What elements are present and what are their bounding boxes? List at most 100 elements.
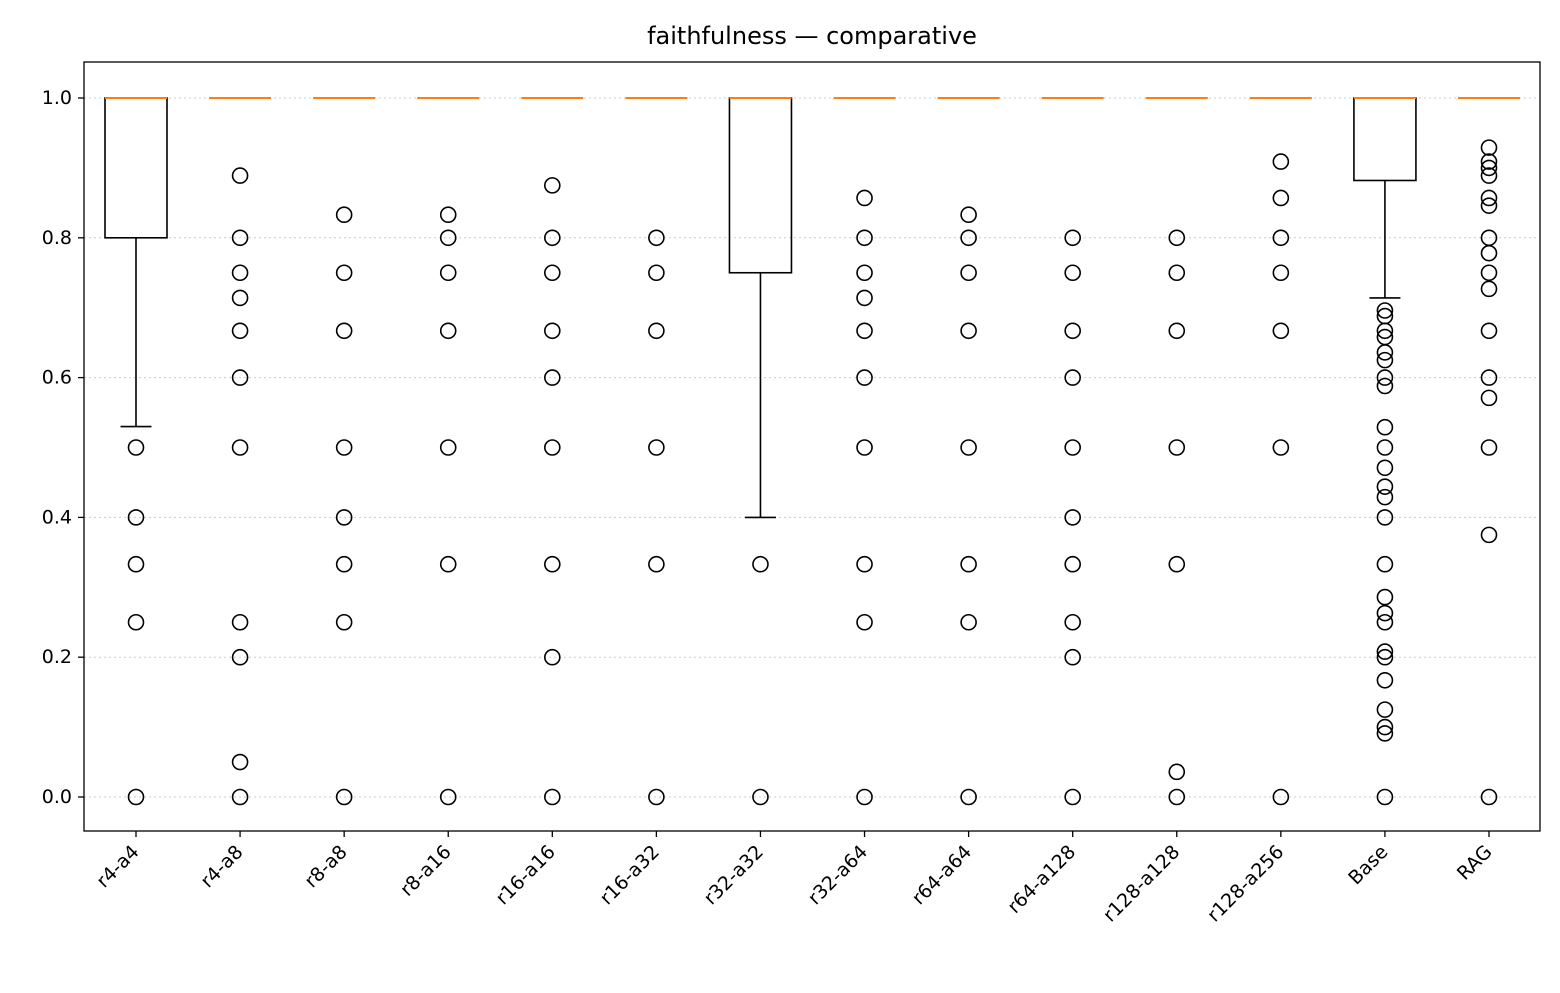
y-tick-label: 0.0 — [42, 786, 72, 808]
outlier-point — [1480, 159, 1498, 177]
x-tick-label: RAG — [1453, 841, 1497, 885]
outlier-point — [1480, 139, 1498, 156]
outlier-point — [1376, 488, 1394, 506]
outlier-point — [856, 264, 873, 282]
outlier-point — [1376, 509, 1394, 526]
outlier-point — [648, 229, 665, 247]
outlier-point — [335, 206, 353, 224]
outlier-point — [856, 439, 873, 456]
plot-frame — [83, 61, 1541, 832]
outlier-point — [1376, 322, 1394, 340]
outlier-point — [960, 229, 977, 247]
x-tick-label: r8-a16 — [396, 841, 456, 901]
outlier-point — [1272, 788, 1290, 806]
outlier-point — [1064, 229, 1081, 247]
outlier-point — [439, 322, 457, 340]
outlier-point — [856, 322, 873, 340]
outlier-point — [1480, 167, 1498, 184]
outlier-point — [231, 613, 249, 631]
outlier-point — [1376, 701, 1394, 718]
outlier-point — [439, 788, 457, 806]
outlier-point — [231, 439, 249, 456]
outlier-point — [648, 264, 665, 282]
outlier-point — [960, 788, 977, 806]
outlier-point — [335, 322, 353, 340]
outlier-point — [1064, 613, 1081, 631]
outlier-point — [1480, 197, 1498, 214]
outlier-point — [1376, 613, 1394, 631]
outlier-point — [335, 613, 353, 631]
outlier-point — [231, 289, 249, 307]
outlier-point — [1376, 369, 1394, 386]
outlier-point — [1376, 344, 1394, 361]
x-tick-label: r64-a64 — [908, 841, 976, 909]
x-tick-label: r32-a32 — [700, 841, 768, 909]
outlier-point — [231, 264, 249, 282]
outlier-point — [1376, 555, 1394, 573]
outlier-point — [335, 509, 353, 526]
outlier-point — [1480, 264, 1498, 282]
outlier-point — [1064, 555, 1081, 573]
outlier-point — [335, 264, 353, 282]
outlier-point — [1480, 389, 1498, 407]
outlier-points — [127, 139, 1498, 806]
outlier-point — [1272, 229, 1290, 247]
outlier-point — [1272, 322, 1290, 340]
box-Base — [1353, 97, 1417, 299]
outlier-point — [856, 229, 873, 247]
outlier-point — [1064, 264, 1081, 282]
outlier-point — [1064, 648, 1081, 666]
x-tick-label: r64-a128 — [1003, 841, 1080, 918]
outlier-point — [1064, 322, 1081, 340]
outlier-point — [1272, 153, 1290, 170]
outlier-point — [127, 555, 145, 573]
outlier-point — [1480, 788, 1498, 806]
outlier-point — [1168, 439, 1186, 456]
outlier-point — [856, 613, 873, 631]
outlier-point — [439, 264, 457, 282]
outlier-point — [1376, 588, 1394, 606]
outlier-point — [544, 788, 561, 806]
outlier-point — [856, 289, 873, 307]
outlier-point — [1376, 478, 1394, 495]
y-tick-label: 0.2 — [42, 646, 72, 668]
x-tick-label: r128-a256 — [1203, 841, 1288, 926]
outlier-point — [960, 264, 977, 282]
outlier-point — [1064, 439, 1081, 456]
outlier-point — [1376, 439, 1394, 456]
outlier-point — [1480, 153, 1498, 170]
y-tick-label: 0.8 — [42, 227, 72, 249]
outlier-point — [544, 177, 561, 194]
box-r32-a32 — [728, 97, 793, 519]
outlier-point — [439, 229, 457, 247]
chart-title: faithfulness — comparative — [647, 22, 977, 50]
outlier-point — [127, 788, 145, 806]
outlier-point — [1064, 509, 1081, 526]
outlier-point — [544, 229, 561, 247]
outlier-point — [231, 788, 249, 806]
box-iqr — [104, 97, 168, 239]
outlier-point — [544, 369, 561, 386]
outlier-point — [856, 788, 873, 806]
y-tick-label: 0.6 — [42, 367, 72, 389]
box-series — [104, 97, 1520, 519]
outlier-point — [335, 788, 353, 806]
outlier-point — [127, 509, 145, 526]
outlier-point — [960, 206, 977, 224]
outlier-point — [1168, 555, 1186, 573]
outlier-point — [960, 613, 977, 631]
outlier-point — [439, 206, 457, 224]
outlier-point — [231, 322, 249, 340]
y-axis: 0.0 0.2 0.4 0.6 0.8 1.0 — [42, 87, 84, 808]
outlier-point — [1480, 526, 1498, 544]
outlier-point — [1272, 439, 1290, 456]
outlier-point — [1480, 369, 1498, 386]
outlier-point — [1168, 229, 1186, 247]
outlier-point — [1376, 718, 1394, 736]
outlier-point — [231, 648, 249, 666]
outlier-point — [1064, 788, 1081, 806]
outlier-point — [127, 439, 145, 456]
outlier-point — [648, 788, 665, 806]
x-tick-label: r4-a4 — [92, 841, 143, 892]
outlier-point — [1480, 189, 1498, 207]
